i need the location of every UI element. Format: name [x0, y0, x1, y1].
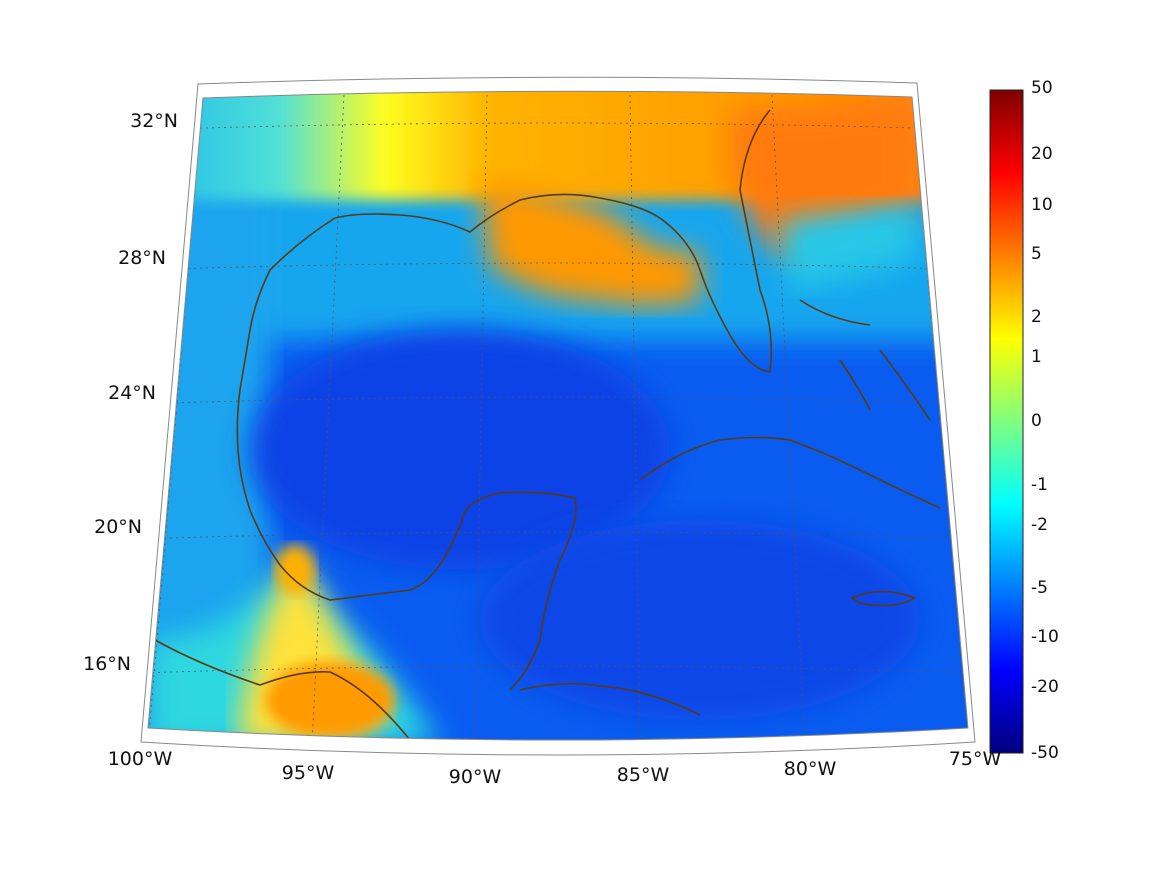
graticule-lat-line: [148, 665, 968, 674]
colorbar-tick: 10: [1031, 195, 1053, 215]
graticule-lat-line: [148, 262, 968, 271]
map-frame: [147, 90, 969, 741]
lat-label-24n: 24°N: [108, 382, 156, 404]
colorbar-tick: 5: [1031, 244, 1042, 264]
coastline-central-america: [154, 639, 411, 741]
lat-label-20n: 20°N: [94, 516, 142, 538]
colorbar-tick: -10: [1031, 627, 1059, 647]
colorbar: [989, 89, 1024, 754]
map-outer-frame: [140, 76, 976, 756]
graticule-lon-line: [771, 94, 806, 741]
colorbar-tick: -20: [1031, 677, 1059, 697]
coastline-gulf: [334, 109, 773, 373]
colorbar-tick: 50: [1031, 78, 1053, 98]
lon-label-95w: 95°W: [281, 762, 335, 784]
lon-label-100w: 100°W: [107, 748, 173, 770]
field-layer: [148, 91, 968, 741]
lat-label-32n: 32°N: [130, 110, 178, 132]
colorbar-tick: 20: [1031, 144, 1053, 164]
graticule-lon-line: [629, 94, 641, 741]
colorbar-tick: -50: [1031, 743, 1059, 763]
graticule-lon-line: [474, 94, 488, 741]
coastline-jamaica: [850, 590, 917, 607]
coastline-honduras: [519, 682, 701, 716]
coastline-cuba: [639, 436, 941, 509]
coastline-texas-mexico: [236, 217, 577, 691]
colorbar-tick: -2: [1031, 515, 1048, 535]
lon-label-90w: 90°W: [448, 766, 502, 788]
lon-label-75w: 75°W: [948, 748, 1002, 770]
lat-label-28n: 28°N: [118, 247, 166, 269]
lat-label-16n: 16°N: [83, 653, 131, 675]
lon-label-85w: 85°W: [616, 764, 670, 786]
graticule-lat-line: [148, 122, 968, 131]
colorbar-tick: 2: [1031, 307, 1042, 327]
graticule-lat-line: [148, 531, 968, 540]
coastline-bahamas: [799, 299, 931, 421]
colorbar-tick: -1: [1031, 475, 1048, 495]
graticule-lat-line: [148, 396, 968, 405]
colorbar-tick: -5: [1031, 578, 1048, 598]
colorbar-tick: 0: [1031, 411, 1042, 431]
graticule-lon-line: [311, 94, 345, 741]
lon-label-80w: 80°W: [783, 758, 837, 780]
colorbar-tick: 1: [1031, 347, 1042, 367]
coastline-layer: [154, 109, 941, 741]
